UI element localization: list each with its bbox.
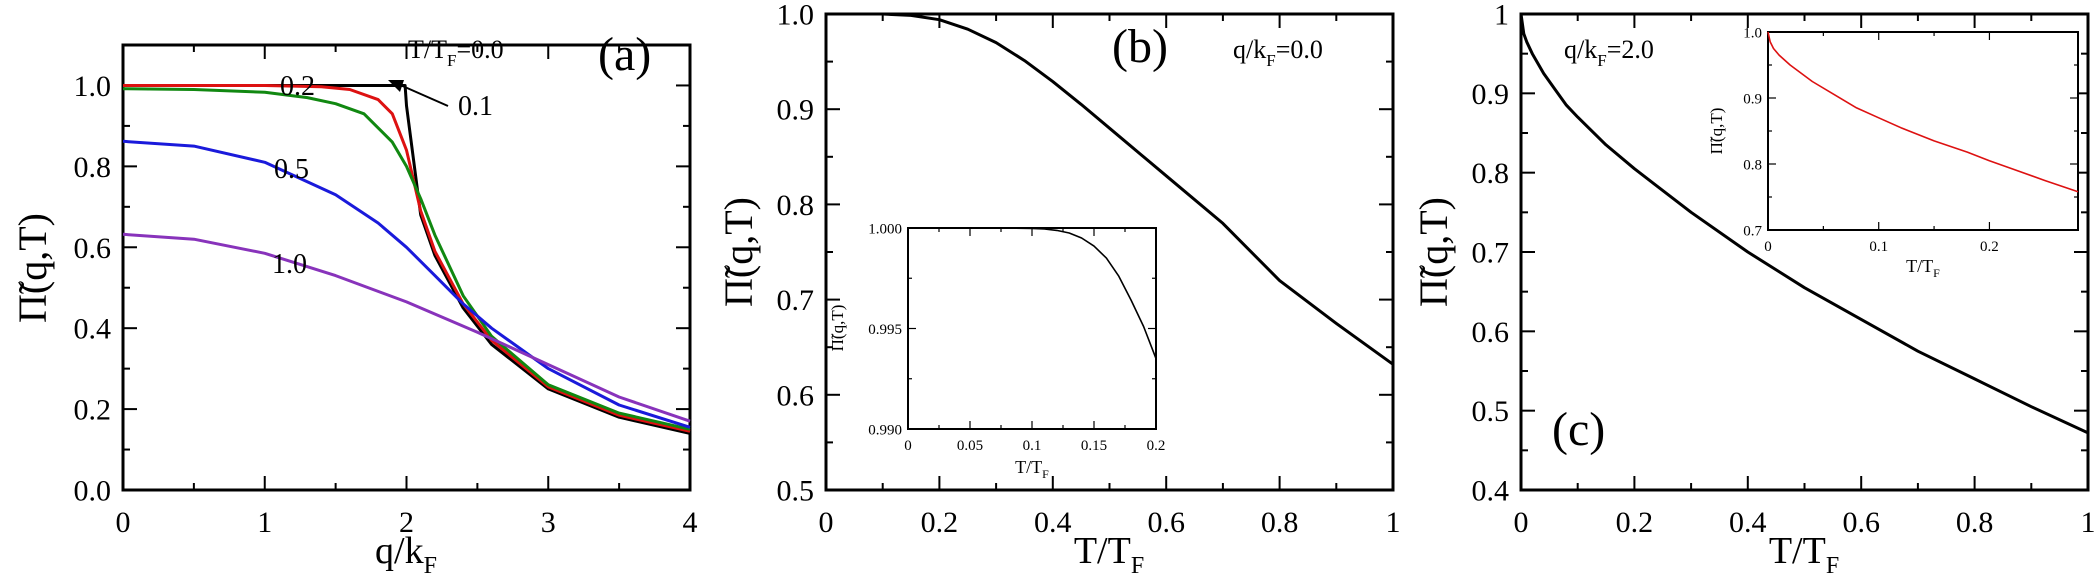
y-tick-label: 0.5 — [777, 475, 815, 508]
y-tick-label: 1 — [1494, 0, 1509, 32]
y-tick-label: 0.995 — [868, 322, 902, 338]
series-line-3 — [122, 139, 691, 429]
x-tick-label: 0.8 — [1261, 506, 1299, 539]
x-tick-label: 0.6 — [1842, 506, 1880, 539]
inset-c-frame — [1767, 31, 2079, 231]
panel-c-inset: 0 0.1 0.2 0.7 0.8 0.9 1.0 T/TF Π̃(q,T) — [1707, 25, 2079, 280]
panel-a-curves — [122, 84, 691, 435]
series-line-0 — [826, 12, 1394, 366]
series-line-2 — [122, 87, 691, 431]
panel-b: 0 0.2 0.4 0.6 0.8 1 0.5 0.6 0.7 0.8 0.9 1.0 (b) q/k… — [716, 0, 1401, 579]
x-tick-label: 0 — [904, 438, 912, 454]
y-tick-label: 0.0 — [74, 475, 112, 508]
y-tick-label: 0.9 — [1472, 78, 1510, 111]
x-tick-label: 0 — [1514, 506, 1529, 539]
x-tick-label: 0.2 — [1616, 506, 1654, 539]
panel-a-label: (a) — [598, 28, 651, 81]
y-tick-label: 0.7 — [1743, 223, 1762, 239]
x-tick-label: 0.4 — [1034, 506, 1072, 539]
x-tick-label: 0.1 — [1869, 239, 1888, 255]
panel-c-xlabel: T/TF — [1769, 530, 1839, 579]
y-tick-label: 0.8 — [1472, 157, 1510, 190]
panel-b-annotation: q/kF=0.0 — [1233, 35, 1323, 70]
series-line-0 — [123, 84, 691, 435]
inset-c-xlabel: T/TF — [1906, 256, 1940, 280]
x-tick-label: 2 — [399, 506, 414, 539]
y-tick-label: 0.6 — [777, 379, 815, 412]
x-tick-label: 0.4 — [1729, 506, 1767, 539]
x-tick-label: 4 — [683, 506, 698, 539]
label-t02: 0.2 — [280, 71, 315, 102]
x-tick-label: 0.6 — [1147, 506, 1185, 539]
y-tick-label: 0.4 — [1472, 475, 1510, 508]
series-line-1 — [123, 84, 691, 433]
x-tick-label: 1 — [2081, 506, 2096, 539]
panel-b-curves — [826, 12, 1394, 366]
label-t10: 1.0 — [272, 249, 307, 280]
y-tick-label: 0.6 — [74, 232, 112, 265]
x-tick-label: 0.05 — [957, 438, 983, 454]
x-tick-label: 1 — [1386, 506, 1401, 539]
y-tick-label: 1.0 — [777, 0, 815, 32]
y-tick-label: 1.0 — [1743, 25, 1762, 41]
panel-c-ticks: 0 0.2 0.4 0.6 0.8 1 0.4 0.5 0.6 0.7 0.8 0.9 1 — [1472, 0, 2096, 539]
inset-b-curves — [908, 227, 1157, 359]
arrow-t01 — [397, 83, 449, 107]
panel-a-ticks: 0 1 2 3 4 0.0 0.2 0.4 0.6 0.8 1.0 — [74, 45, 698, 539]
x-tick-label: 3 — [541, 506, 556, 539]
panel-c-curves — [1519, 13, 2089, 435]
label-t01: 0.1 — [458, 91, 493, 122]
y-tick-label: 0.9 — [777, 94, 815, 127]
x-tick-label: 0 — [819, 506, 834, 539]
inset-b-frame — [907, 227, 1157, 430]
x-tick-label: 0.2 — [1147, 438, 1166, 454]
x-tick-label: 0.8 — [1956, 506, 1994, 539]
panel-b-label: (b) — [1112, 20, 1168, 73]
y-tick-label: 0.8 — [1743, 157, 1762, 173]
x-tick-label: 1 — [257, 506, 272, 539]
series-line-0 — [1767, 31, 2079, 193]
y-tick-label: 0.8 — [777, 189, 815, 222]
panel-b-inset: 0 0.05 0.1 0.15 0.2 0.990 0.995 1.000 T/TF Π̃(q… — [828, 221, 1165, 481]
inset-b-ylabel: Π̃(q,T) — [828, 305, 847, 352]
panel-c: 0 0.2 0.4 0.6 0.8 1 0.4 0.5 0.6 0.7 0.8 0.9 1 (c) q/… — [1411, 0, 2096, 579]
inset-c-curves — [1767, 31, 2079, 193]
y-tick-label: 0.6 — [1472, 316, 1510, 349]
y-tick-label: 0.8 — [74, 151, 112, 184]
inset-b-ticks: 0 0.05 0.1 0.15 0.2 0.990 0.995 1.000 — [868, 221, 1165, 454]
y-tick-label: 0.7 — [777, 284, 815, 317]
x-tick-label: 0.1 — [1023, 438, 1042, 454]
inset-c-ylabel: Π̃(q,T) — [1707, 108, 1726, 155]
y-tick-label: 0.4 — [74, 313, 112, 346]
panel-b-xlabel: T/TF — [1074, 530, 1144, 579]
series-line-0 — [1519, 13, 2089, 435]
y-tick-label: 0.990 — [868, 422, 902, 438]
y-tick-label: 1.000 — [868, 221, 902, 237]
panel-a-xlabel: q/kF — [375, 530, 437, 579]
series-line-0 — [908, 227, 1157, 359]
y-tick-label: 0.2 — [74, 394, 112, 427]
x-tick-label: 0.15 — [1081, 438, 1107, 454]
panel-a-ylabel: Π̃(q,T) — [10, 213, 55, 323]
x-tick-label: 0.2 — [1980, 239, 1999, 255]
panel-c-label: (c) — [1552, 403, 1605, 456]
inset-c-ticks: 0 0.1 0.2 0.7 0.8 0.9 1.0 — [1743, 25, 2078, 255]
panel-b-ylabel: Π̃(q,T) — [716, 197, 761, 307]
panel-a: 0 1 2 3 4 0.0 0.2 0.4 0.6 0.8 1.0 (a) T/TF=0.0 0.1… — [10, 28, 698, 579]
label-t05: 0.5 — [274, 154, 309, 185]
series-line-4 — [122, 232, 691, 423]
series-title-t0: T/TF=0.0 — [408, 35, 504, 70]
y-tick-label: 0.5 — [1472, 395, 1510, 428]
y-tick-label: 0.9 — [1743, 91, 1762, 107]
y-tick-label: 1.0 — [74, 70, 112, 103]
inset-b-xlabel: T/TF — [1015, 457, 1049, 481]
x-tick-label: 0.2 — [921, 506, 959, 539]
panel-c-annotation: q/kF=2.0 — [1564, 35, 1654, 70]
x-tick-label: 0 — [116, 506, 131, 539]
panel-c-ylabel: Π̃(q,T) — [1411, 197, 1456, 307]
y-tick-label: 0.7 — [1472, 237, 1510, 270]
arrow-head-t01 — [388, 80, 404, 92]
x-tick-label: 0 — [1764, 239, 1772, 255]
